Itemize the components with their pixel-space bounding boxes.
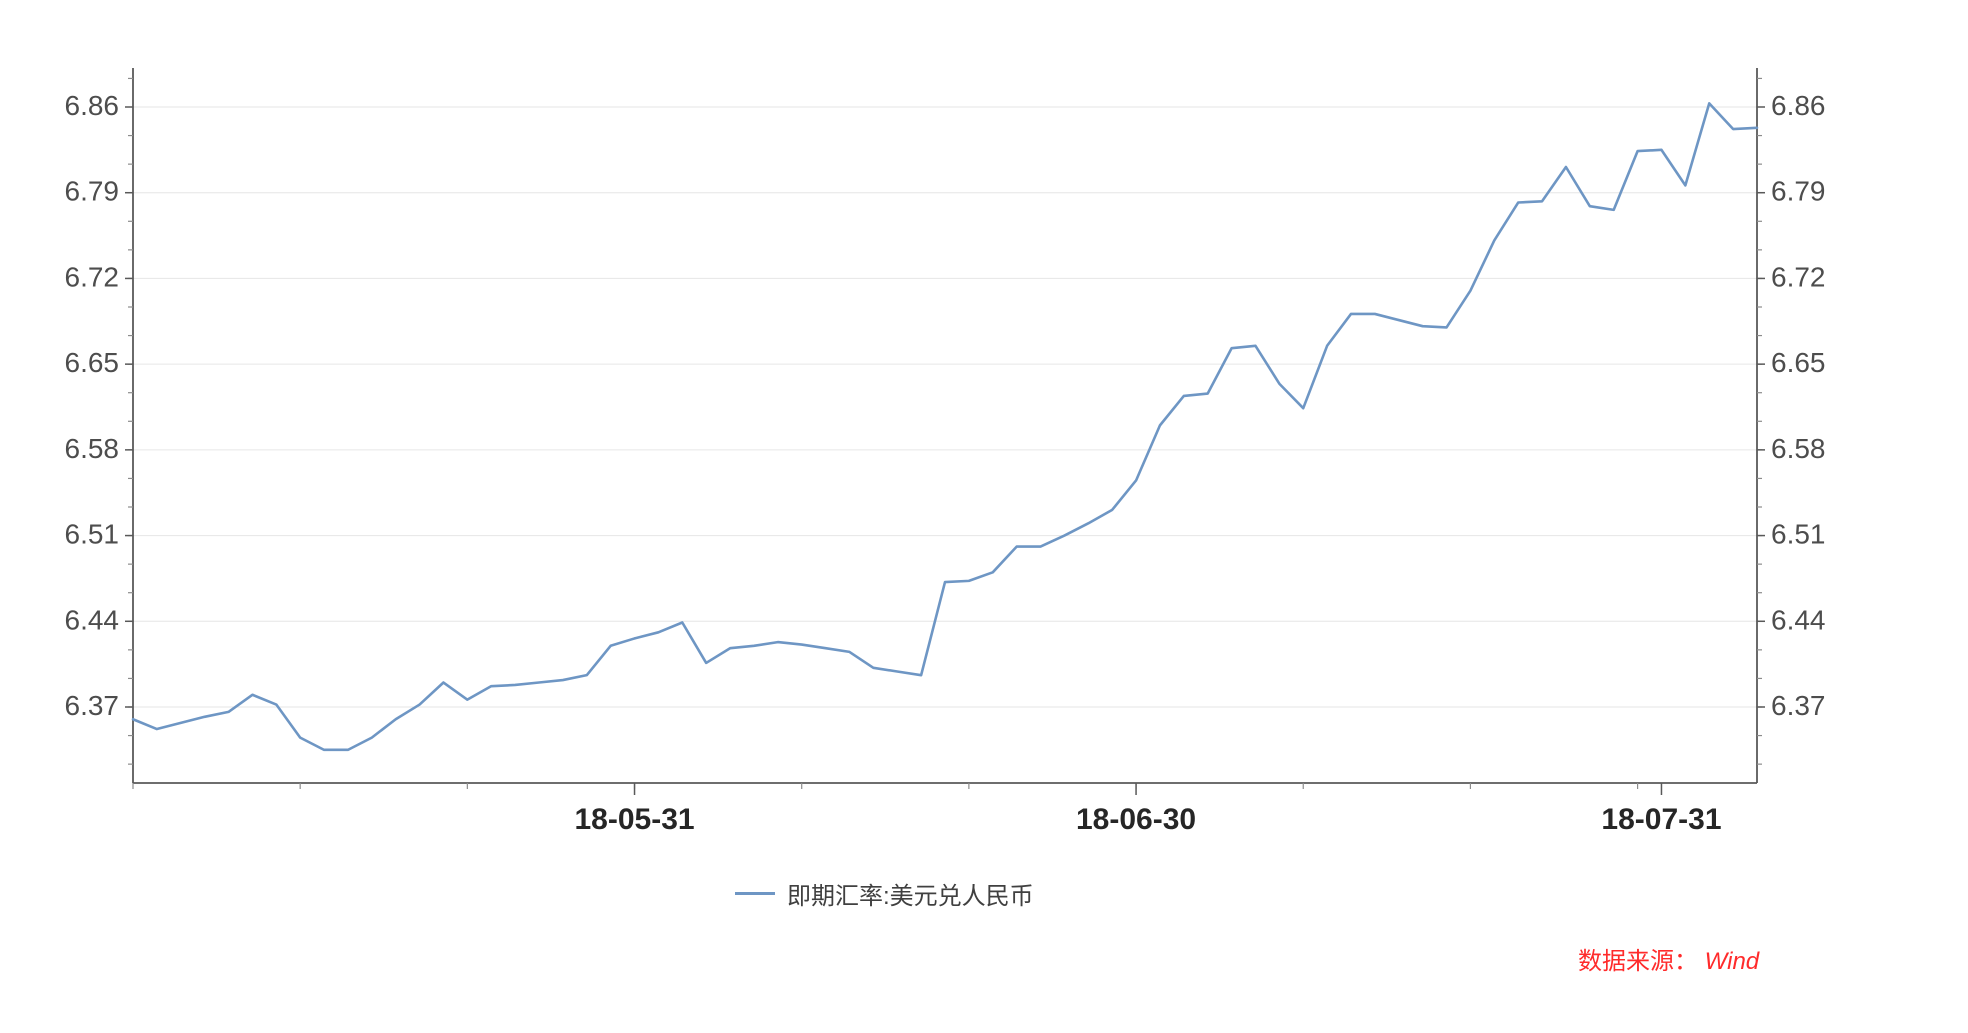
svg-text:6.51: 6.51 xyxy=(65,519,120,550)
svg-text:6.79: 6.79 xyxy=(65,176,120,207)
svg-text:18-05-31: 18-05-31 xyxy=(574,803,694,836)
svg-text:6.65: 6.65 xyxy=(65,347,120,378)
svg-text:18-07-31: 18-07-31 xyxy=(1601,803,1721,836)
svg-text:6.37: 6.37 xyxy=(1771,690,1826,721)
svg-text:6.44: 6.44 xyxy=(1771,604,1826,635)
svg-text:6.51: 6.51 xyxy=(1771,519,1826,550)
svg-text:6.58: 6.58 xyxy=(65,433,120,464)
svg-text:6.65: 6.65 xyxy=(1771,347,1826,378)
svg-text:18-06-30: 18-06-30 xyxy=(1076,803,1196,836)
svg-text:6.44: 6.44 xyxy=(65,604,120,635)
svg-text:6.72: 6.72 xyxy=(1771,261,1826,292)
svg-text:6.58: 6.58 xyxy=(1771,433,1826,464)
svg-text:6.86: 6.86 xyxy=(65,90,120,121)
svg-text:6.37: 6.37 xyxy=(65,690,120,721)
svg-text:6.79: 6.79 xyxy=(1771,176,1826,207)
svg-text:6.86: 6.86 xyxy=(1771,90,1826,121)
svg-text:6.72: 6.72 xyxy=(65,261,120,292)
